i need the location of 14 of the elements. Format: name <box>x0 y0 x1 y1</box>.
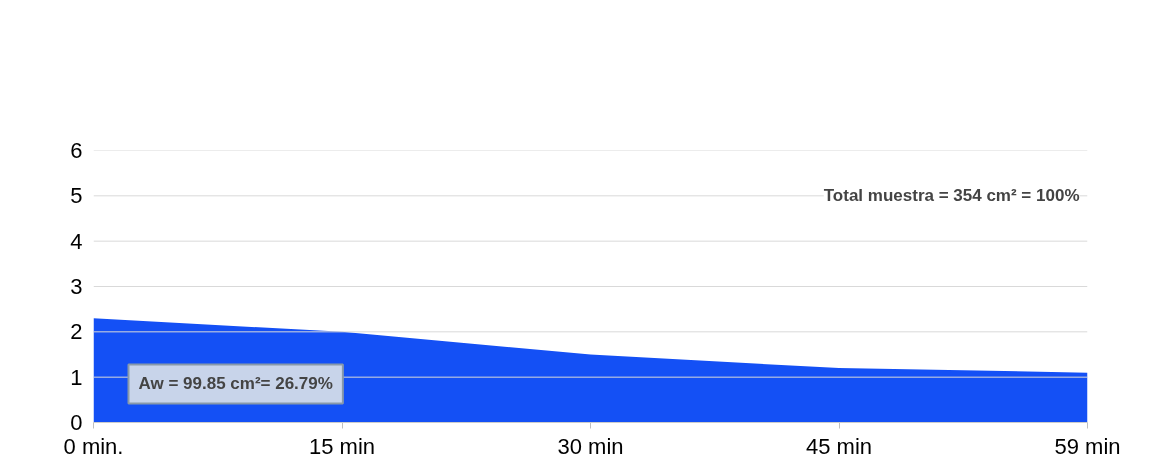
annotation: Total muestra = 354 cm² = 100% <box>823 186 1080 206</box>
x-tick-label: 59 min <box>1054 433 1121 459</box>
y-tick-label: 3 <box>70 274 83 299</box>
y-tick-label: 4 <box>70 228 83 254</box>
x-tick-label: 15 min <box>308 433 376 459</box>
y-tick-label: 5 <box>70 183 83 209</box>
x-tick-label: 30 min <box>557 433 624 459</box>
y-tick-label: 6 <box>70 138 83 163</box>
y-tick-label: 2 <box>70 319 83 345</box>
x-tick-label: 0 min. <box>63 433 124 459</box>
y-tick-label: 0 <box>70 410 83 435</box>
y-tick-label: 1 <box>70 364 83 390</box>
x-tick-label: 45 min <box>805 433 873 459</box>
annotation: Aw = 99.85 cm²= 26.79% <box>138 374 333 394</box>
